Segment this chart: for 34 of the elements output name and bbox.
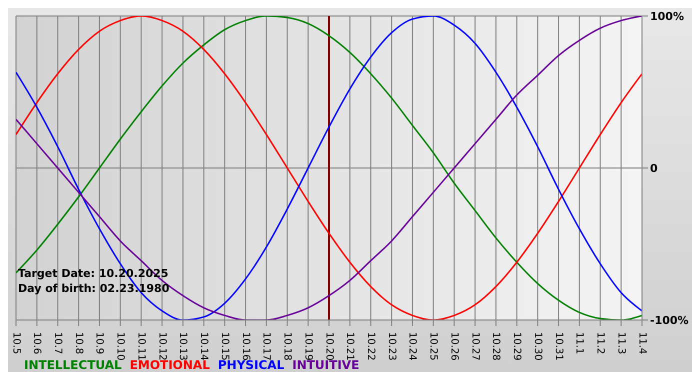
- x-tick-label: 10.30: [532, 332, 543, 361]
- x-tick-label: 10.14: [198, 332, 210, 361]
- x-tick-label: 10.9: [94, 332, 105, 354]
- x-tick-label: 10.20: [323, 332, 334, 361]
- x-tick-label: 10.17: [260, 332, 272, 361]
- x-tick-label: 10.5: [10, 332, 22, 354]
- x-tick-label: 10.13: [177, 332, 188, 361]
- x-tick-label: 10.27: [469, 332, 480, 361]
- x-tick-label: 10.24: [406, 332, 418, 361]
- x-tick-label: 10.22: [365, 332, 376, 361]
- y-tick-label: 100%: [650, 10, 684, 23]
- x-tick-label: 11.2: [594, 332, 606, 354]
- y-tick-label: -100%: [650, 314, 689, 327]
- x-tick-label: 10.15: [218, 332, 230, 361]
- x-tick-label: 10.12: [156, 332, 168, 361]
- x-tick-label: 11.3: [615, 332, 626, 354]
- x-tick-label: 10.29: [511, 332, 522, 361]
- x-tick-label: 10.6: [31, 332, 42, 354]
- x-tick-label: 10.26: [448, 332, 460, 361]
- x-tick-label: 10.11: [135, 332, 146, 361]
- x-tick-label: 10.18: [282, 332, 293, 361]
- x-tick-label: 10.23: [386, 332, 397, 361]
- x-tick-label: 10.28: [490, 332, 502, 361]
- x-tick-label: 10.8: [72, 332, 84, 354]
- x-tick-label: 10.19: [302, 332, 314, 361]
- x-tick-label: 10.16: [240, 332, 251, 361]
- x-tick-label: 11.4: [636, 332, 648, 354]
- x-tick-label: 10.21: [344, 332, 356, 361]
- y-tick-label: 0: [650, 162, 658, 175]
- x-tick-label: 10.25: [428, 332, 439, 361]
- x-tick-label: 11.1: [574, 332, 585, 354]
- x-tick-label: 10.7: [52, 332, 63, 354]
- x-tick-label: 10.31: [552, 332, 564, 361]
- x-tick-label: 10.10: [114, 332, 126, 361]
